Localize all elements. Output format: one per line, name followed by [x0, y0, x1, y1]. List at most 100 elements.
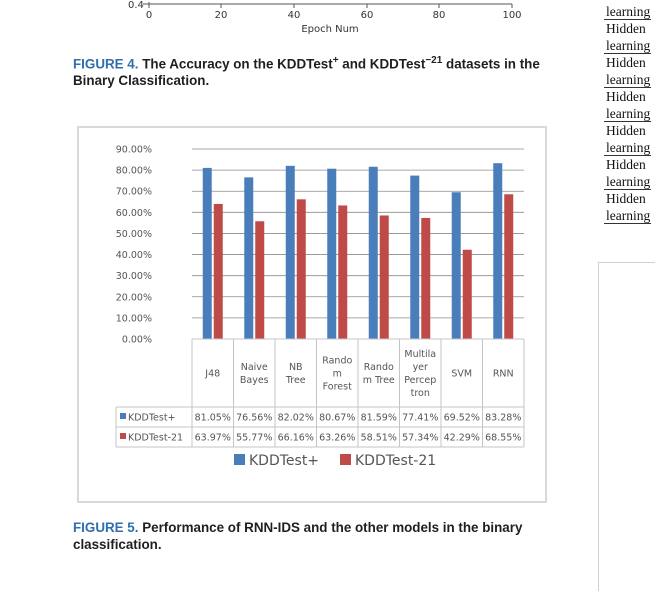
table-value: 81.05%: [195, 413, 231, 424]
table-value: 58.51%: [361, 433, 397, 444]
figure-5-text: Performance of RNN-IDS and the other mod…: [73, 520, 523, 552]
side-word: learning: [606, 72, 651, 87]
side-word: learning: [606, 208, 651, 223]
figure-4-text-c: datasets in the Binary Classification.: [73, 56, 540, 89]
bar-kddtest-plus: [202, 167, 212, 339]
bar-kddtest-21: [421, 217, 431, 339]
category-label: tron: [411, 388, 430, 399]
bar-kddtest-21: [462, 249, 472, 339]
table-value: 76.56%: [236, 413, 272, 424]
table-value: 81.59%: [361, 413, 397, 424]
category-label: Rando: [322, 356, 352, 367]
table-value: 55.77%: [236, 433, 272, 444]
category-label: m Tree: [363, 375, 395, 386]
table-series-name: KDDTest+: [128, 413, 176, 424]
bar-kddtest-plus: [285, 165, 295, 339]
bar-kddtest-21: [338, 205, 348, 339]
category-label: Naive: [241, 362, 268, 373]
side-rule: [604, 19, 651, 20]
previous-figure-x-label: Epoch Num: [301, 24, 358, 35]
category-label: yer: [413, 362, 428, 373]
category-label: RNN: [493, 369, 514, 380]
bar-kddtest-plus: [451, 192, 461, 339]
bar-kddtest-21: [296, 199, 306, 339]
previous-figure-x-tick-label: 80: [433, 10, 446, 21]
bar-kddtest-21: [255, 221, 265, 339]
figure-4-caption: FIGURE 4. The Accuracy on the KDDTest+ a…: [73, 52, 563, 89]
side-word: learning: [606, 140, 651, 155]
side-rule: [604, 53, 651, 54]
previous-figure-x-tick-label: 0: [146, 10, 152, 21]
bar-kddtest-21: [504, 194, 514, 339]
side-word: Hidden: [606, 123, 646, 138]
side-rule: [604, 121, 651, 122]
bar-kddtest-plus: [410, 175, 420, 339]
y-tick-label: 40.00%: [116, 250, 152, 261]
category-label: Multila: [404, 349, 436, 360]
table-value: 77.41%: [402, 413, 438, 424]
category-label: m: [333, 369, 342, 380]
bar-kddtest-plus: [327, 168, 337, 339]
side-word: Hidden: [606, 21, 646, 36]
table-value: 80.67%: [319, 413, 355, 424]
category-label: J48: [204, 369, 220, 380]
table-value: 63.26%: [319, 433, 355, 444]
y-tick-label: 70.00%: [116, 187, 152, 198]
category-label: Percep: [404, 375, 436, 386]
legend-label: KDDTest+: [249, 453, 319, 469]
figure-4-sup-a: +: [332, 55, 339, 66]
side-rule: [604, 87, 651, 88]
figure-5-caption: FIGURE 5. Performance of RNN-IDS and the…: [73, 519, 563, 553]
legend-key: [234, 454, 245, 465]
table-value: 83.28%: [485, 413, 521, 424]
legend-key: [340, 454, 351, 465]
bar-kddtest-21: [379, 215, 389, 339]
table-legend-key: [120, 433, 126, 439]
side-word: Hidden: [606, 55, 646, 70]
y-tick-label: 30.00%: [116, 271, 152, 282]
bar-kddtest-plus: [368, 166, 378, 339]
side-word: Hidden: [606, 89, 646, 104]
category-label: NB: [289, 362, 303, 373]
table-value: 82.02%: [278, 413, 314, 424]
y-tick-label: 50.00%: [116, 229, 152, 240]
table-value: 57.34%: [402, 433, 438, 444]
table-value: 42.29%: [444, 433, 480, 444]
figure-4-text-a: The Accuracy on the KDDTest: [138, 56, 333, 72]
side-word: Hidden: [606, 157, 646, 172]
table-legend-key: [120, 413, 126, 419]
category-label: Rando: [364, 362, 394, 373]
right-column-box: [598, 262, 655, 591]
figure-4-text-b: and KDDTest: [338, 56, 426, 72]
side-word: learning: [606, 38, 651, 53]
figure-5-label: FIGURE 5.: [73, 520, 139, 535]
bar-kddtest-plus: [493, 163, 503, 339]
previous-figure-x-tick-label: 100: [502, 10, 521, 21]
previous-figure-y-tick: 0.4: [128, 0, 144, 11]
y-tick-label: 10.00%: [116, 313, 152, 324]
figure-4-label: FIGURE 4.: [73, 56, 139, 72]
chart-frame: 0.00% 10.00% 20.00% 30.00% 40.00% 50.00% 60.00…: [77, 126, 547, 503]
category-label: Tree: [285, 375, 306, 386]
y-tick-label: 20.00%: [116, 292, 152, 303]
figure-4-sup-b: −21: [425, 55, 443, 66]
previous-figure-x-tick-label: 20: [215, 10, 228, 21]
side-word: learning: [606, 106, 651, 121]
y-tick-label: 90.00%: [116, 145, 152, 156]
side-word: Hidden: [606, 191, 646, 206]
side-word: learning: [606, 4, 651, 19]
side-rule: [604, 223, 651, 224]
y-tick-label: 80.00%: [116, 166, 152, 177]
table-value: 68.55%: [485, 433, 521, 444]
side-rule: [604, 189, 651, 190]
table-value: 69.52%: [444, 413, 480, 424]
category-label: SVM: [451, 369, 472, 380]
table-value: 66.16%: [278, 433, 314, 444]
bar-chart: 0.00% 10.00% 20.00% 30.00% 40.00% 50.00% 60.00…: [115, 145, 525, 469]
side-rule: [604, 155, 651, 156]
previous-figure-x-tick-label: 60: [361, 10, 374, 21]
category-label: Bayes: [240, 375, 269, 386]
table-series-name: KDDTest-21: [128, 433, 183, 444]
previous-figure-axis: 0 20 40 60 80 100 0.4 Epoch Num: [128, 0, 522, 35]
category-label: Forest: [323, 382, 352, 393]
